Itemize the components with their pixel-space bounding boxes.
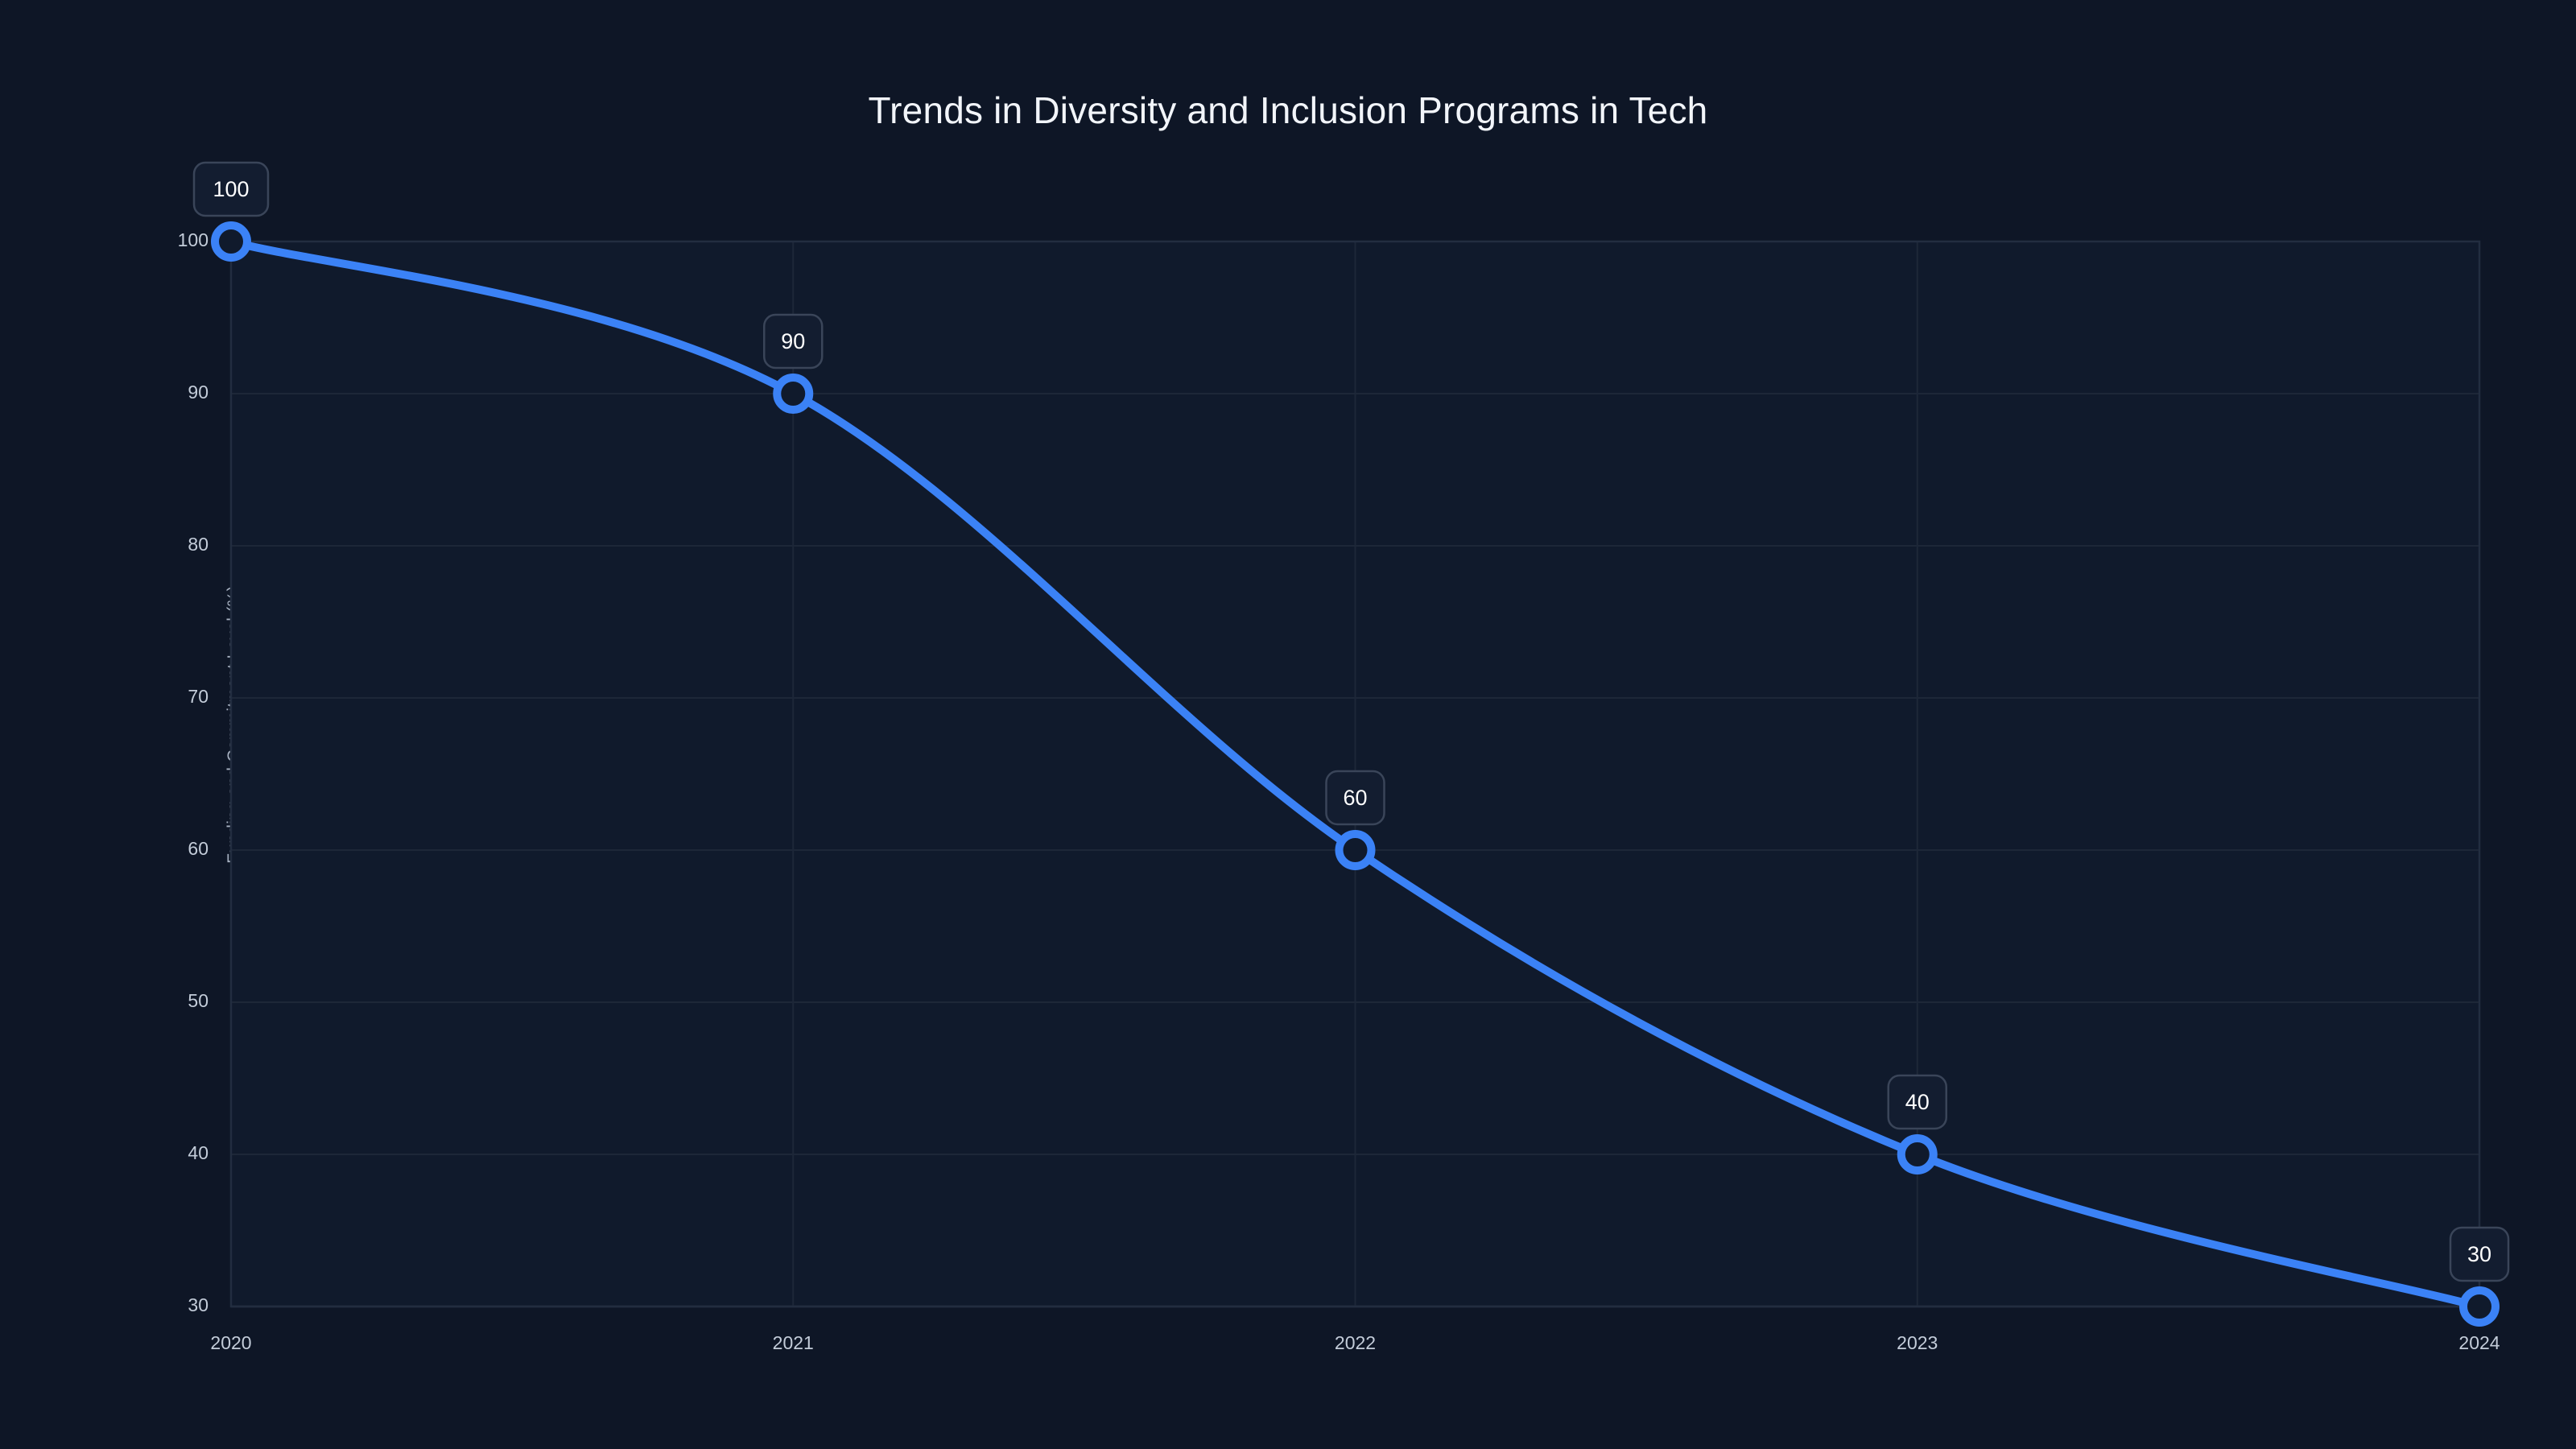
data-point-marker[interactable]: [211, 221, 251, 262]
y-tick-label: 60: [188, 838, 208, 859]
data-point-marker[interactable]: [1897, 1134, 1938, 1174]
y-tick-label: 30: [188, 1294, 208, 1315]
y-tick-label: 40: [188, 1142, 208, 1163]
data-label-badge: 100: [192, 161, 270, 217]
data-point-marker[interactable]: [2459, 1286, 2500, 1327]
data-label-text: 40: [1905, 1090, 1930, 1114]
y-tick-label: 100: [178, 229, 208, 250]
x-tick-label: 2024: [2458, 1332, 2500, 1353]
x-tick-label: 2020: [210, 1332, 251, 1353]
x-axis-ticks: 2020 2021 2022 2023 2024: [210, 1332, 2500, 1353]
x-tick-label: 2023: [1897, 1332, 1938, 1353]
y-axis-ticks: 30 40 50 60 70 80 90 100: [178, 229, 208, 1315]
y-tick-label: 50: [188, 990, 208, 1011]
data-point-markers-group[interactable]: [211, 221, 2500, 1327]
x-tick-label: 2022: [1335, 1332, 1376, 1353]
data-label-badge: 40: [1887, 1074, 1947, 1130]
x-tick-label: 2021: [773, 1332, 814, 1353]
data-label-badge: 90: [763, 313, 824, 369]
data-label-badge: 60: [1325, 770, 1385, 826]
y-tick-label: 80: [188, 534, 208, 555]
plot-border-group: [229, 240, 2481, 1308]
chart-title: Trends in Diversity and Inclusion Progra…: [868, 89, 1708, 131]
data-label-text: 30: [2467, 1242, 2491, 1266]
data-label-badge: 30: [2449, 1226, 2510, 1282]
data-label-badges-group: 100 90 60 40 30: [192, 161, 2510, 1282]
data-label-text: 100: [213, 177, 249, 201]
data-label-text: 90: [781, 329, 805, 353]
y-tick-label: 90: [188, 382, 208, 402]
data-label-text: 60: [1343, 786, 1367, 810]
data-point-marker[interactable]: [773, 374, 814, 414]
y-tick-label: 70: [188, 686, 208, 707]
data-point-marker[interactable]: [1335, 830, 1376, 870]
